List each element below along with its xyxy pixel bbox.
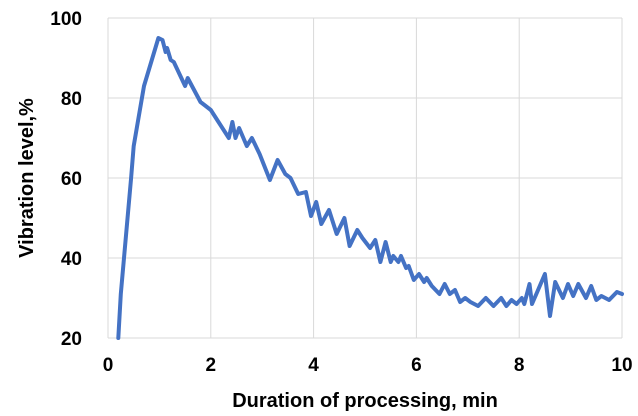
gridlines (107, 17, 623, 339)
series-layer (116, 36, 624, 340)
series-line (116, 36, 624, 340)
y-tick-label: 80 (61, 89, 82, 110)
y-tick-label: 40 (61, 249, 82, 270)
x-axis-title: Duration of processing, min (232, 390, 498, 412)
y-tick-label: 20 (61, 329, 82, 350)
y-axis-title: Vibration level,% (16, 98, 38, 258)
x-tick-label: 8 (514, 355, 525, 376)
tick-labels: 0 2 4 6 8 10 20 40 60 80 100 (50, 9, 632, 376)
x-tick-label: 4 (308, 355, 319, 376)
y-tick-label: 100 (50, 9, 82, 30)
x-tick-label: 2 (206, 355, 217, 376)
x-tick-label: 0 (103, 355, 114, 376)
x-tick-label: 6 (411, 355, 422, 376)
y-tick-label: 60 (61, 169, 82, 190)
x-tick-label: 10 (611, 355, 632, 376)
